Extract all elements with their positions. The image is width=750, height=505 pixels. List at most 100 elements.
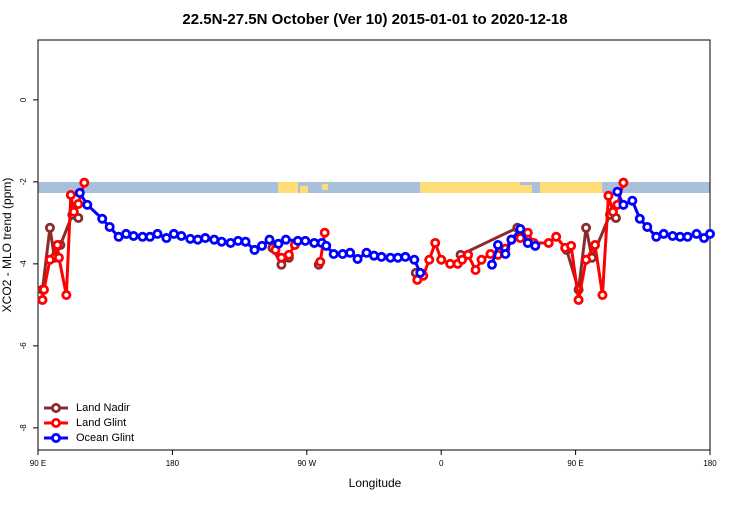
point bbox=[233, 235, 244, 246]
legend-marker bbox=[51, 402, 62, 413]
point bbox=[44, 254, 55, 265]
land-strip bbox=[278, 182, 298, 193]
point bbox=[500, 249, 511, 260]
x-axis-label: Longitude bbox=[349, 476, 402, 490]
point bbox=[264, 234, 275, 245]
y-tick-label: -6 bbox=[19, 342, 28, 350]
legend-label: Land Nadir bbox=[76, 402, 130, 414]
point bbox=[463, 249, 474, 260]
point bbox=[61, 290, 72, 301]
point bbox=[400, 251, 411, 262]
point bbox=[658, 228, 669, 239]
point bbox=[515, 224, 526, 235]
point bbox=[705, 228, 716, 239]
point bbox=[392, 252, 403, 263]
point bbox=[337, 249, 348, 260]
point bbox=[44, 222, 55, 233]
point bbox=[376, 251, 387, 262]
point bbox=[37, 294, 48, 305]
legend-marker bbox=[51, 432, 62, 443]
point bbox=[315, 256, 326, 267]
point bbox=[368, 250, 379, 261]
point bbox=[161, 233, 172, 244]
point bbox=[185, 233, 196, 244]
legend-label: Land Glint bbox=[76, 417, 126, 429]
point bbox=[573, 294, 584, 305]
point bbox=[152, 228, 163, 239]
point bbox=[73, 212, 84, 223]
point bbox=[280, 234, 291, 245]
point bbox=[618, 199, 629, 210]
point bbox=[256, 240, 267, 251]
y-tick-label: -8 bbox=[19, 424, 28, 432]
point bbox=[97, 213, 108, 224]
point bbox=[200, 233, 211, 244]
series bbox=[37, 177, 629, 305]
point bbox=[82, 199, 93, 210]
point bbox=[522, 227, 533, 238]
point bbox=[104, 221, 115, 232]
point bbox=[176, 230, 187, 241]
x-tick-label: 180 bbox=[166, 459, 180, 468]
land-strip bbox=[420, 182, 520, 193]
point bbox=[642, 221, 653, 232]
legend-label: Ocean Glint bbox=[76, 432, 134, 444]
point bbox=[682, 231, 693, 242]
point bbox=[345, 247, 356, 258]
point bbox=[415, 267, 426, 278]
point bbox=[581, 254, 592, 265]
point bbox=[273, 238, 284, 249]
point bbox=[476, 254, 487, 265]
point bbox=[249, 244, 260, 255]
x-tick-label: 90 E bbox=[567, 459, 583, 468]
point bbox=[424, 254, 435, 265]
legend-marker bbox=[51, 417, 62, 428]
point bbox=[551, 231, 562, 242]
point bbox=[530, 240, 541, 251]
x-tick-label: 0 bbox=[439, 459, 444, 468]
y-tick-label: -4 bbox=[19, 260, 28, 268]
map-strip bbox=[38, 182, 710, 193]
land-strip bbox=[540, 182, 602, 193]
point bbox=[543, 237, 554, 248]
series bbox=[74, 186, 716, 278]
point bbox=[691, 228, 702, 239]
point bbox=[283, 249, 294, 260]
land-strip bbox=[520, 185, 532, 193]
y-axis-label: XCO2 - MLO trend (ppm) bbox=[0, 178, 14, 313]
x-tick-label: 90 E bbox=[30, 459, 46, 468]
point bbox=[470, 265, 481, 276]
point bbox=[667, 230, 678, 241]
point bbox=[457, 254, 468, 265]
chart-title: 22.5N-27.5N October (Ver 10) 2015-01-01 … bbox=[182, 11, 567, 28]
point bbox=[68, 206, 79, 217]
point bbox=[65, 189, 76, 200]
point bbox=[492, 239, 503, 250]
x-tick-label: 90 W bbox=[297, 459, 316, 468]
point bbox=[436, 254, 447, 265]
ocean-strip bbox=[38, 182, 710, 193]
point bbox=[52, 239, 63, 250]
point bbox=[486, 259, 497, 270]
x-tick-label: 180 bbox=[703, 459, 717, 468]
point bbox=[634, 213, 645, 224]
point bbox=[352, 253, 363, 264]
y-tick-label: 0 bbox=[19, 97, 28, 102]
point bbox=[409, 254, 420, 265]
point bbox=[581, 222, 592, 233]
point bbox=[128, 230, 139, 241]
point bbox=[192, 234, 203, 245]
land-strip bbox=[300, 186, 308, 193]
point bbox=[300, 235, 311, 246]
point bbox=[607, 206, 618, 217]
point bbox=[430, 237, 441, 248]
point bbox=[590, 239, 601, 250]
point bbox=[566, 240, 577, 251]
point bbox=[79, 177, 90, 188]
point bbox=[216, 236, 227, 247]
point bbox=[618, 177, 629, 188]
point bbox=[240, 236, 251, 247]
point bbox=[612, 186, 623, 197]
